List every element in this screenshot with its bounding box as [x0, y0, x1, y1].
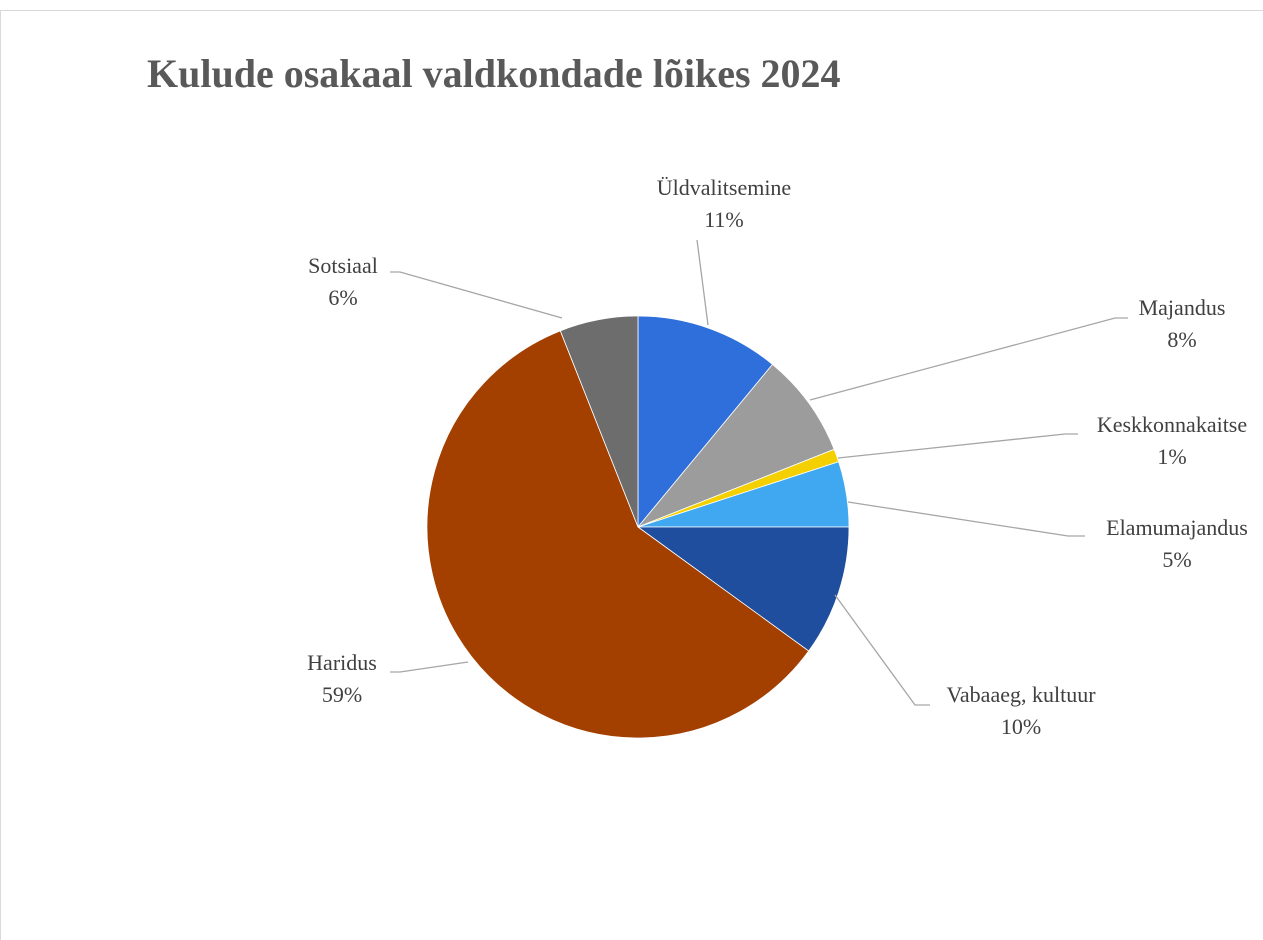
slice-label: Vabaaeg, kultuur [946, 682, 1096, 707]
slice-value-label: 11% [704, 207, 744, 232]
slice-value-label: 10% [1001, 714, 1041, 739]
leader-line [809, 317, 1128, 401]
pie-slice [637, 363, 835, 528]
slice-label: Keskkonnakaitse [1097, 412, 1247, 437]
slice-value-label: 6% [328, 285, 357, 310]
leader-line [390, 271, 563, 319]
slice-label: Elamumajandus [1106, 515, 1248, 540]
leader-line [847, 501, 1085, 537]
slice-value-label: 59% [322, 682, 362, 707]
slice-value-label: 8% [1167, 327, 1196, 352]
slice-value-label: 5% [1162, 547, 1191, 572]
pie-slice [559, 315, 639, 528]
leader-line [834, 594, 930, 706]
slice-label: Üldvalitsemine [657, 175, 791, 200]
pie-slice [637, 315, 774, 529]
slice-label: Sotsiaal [308, 253, 378, 278]
pie-slice [636, 526, 850, 652]
slice-label: Majandus [1139, 295, 1226, 320]
leader-line [696, 239, 709, 326]
chart-title: Kulude osakaal valdkondade lõikes 2024 [147, 51, 841, 96]
leader-line [390, 661, 469, 673]
pie-slice [426, 330, 810, 739]
slice-value-label: 1% [1157, 444, 1186, 469]
slice-label: Haridus [307, 650, 377, 675]
leader-line [837, 433, 1078, 459]
